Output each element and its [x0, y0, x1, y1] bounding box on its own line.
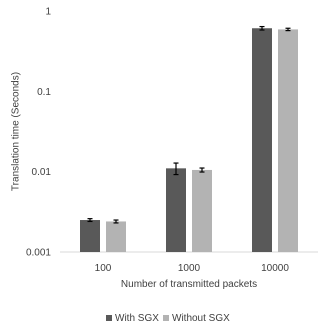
bar-group-100	[80, 218, 126, 252]
y-tick-label: 1	[45, 7, 51, 18]
y-tick-label: 0.001	[26, 248, 51, 259]
error-bar	[113, 219, 119, 224]
error-bar	[173, 162, 179, 176]
error-bar	[87, 218, 93, 223]
legend-item: Without SGX	[163, 313, 230, 324]
y-tick-label: 0.1	[37, 87, 51, 98]
y-tick-label: 0.01	[32, 167, 52, 178]
error-bar	[259, 25, 265, 31]
legend-item: With SGX	[106, 313, 159, 324]
bar-with-sgx-10000	[252, 28, 272, 252]
legend-swatch	[106, 315, 112, 321]
y-axis: 0.001 0.01 0.1 1	[26, 7, 51, 259]
x-tick-label: 1000	[178, 263, 201, 274]
bar-without-sgx-100	[106, 221, 126, 252]
legend-label: With SGX	[115, 313, 159, 324]
legend-swatch	[163, 315, 169, 321]
bar-group-1000	[166, 162, 212, 252]
error-bar	[199, 167, 205, 173]
plot-area	[80, 25, 298, 253]
bar-with-sgx-1000	[166, 168, 186, 252]
bar-with-sgx-100	[80, 220, 100, 252]
x-tick-label: 100	[95, 263, 112, 274]
bar-without-sgx-10000	[278, 29, 298, 253]
x-tick-label: 10000	[261, 263, 289, 274]
x-axis: 100 1000 10000	[95, 263, 290, 274]
legend: With SGX Without SGX	[106, 313, 230, 324]
bar-group-10000	[252, 25, 298, 253]
x-axis-title: Number of transmitted packets	[121, 279, 257, 290]
error-bar	[285, 27, 291, 32]
y-axis-title: Translation time (Seconds)	[11, 72, 22, 191]
legend-label: Without SGX	[172, 313, 230, 324]
bar-without-sgx-1000	[192, 169, 212, 252]
